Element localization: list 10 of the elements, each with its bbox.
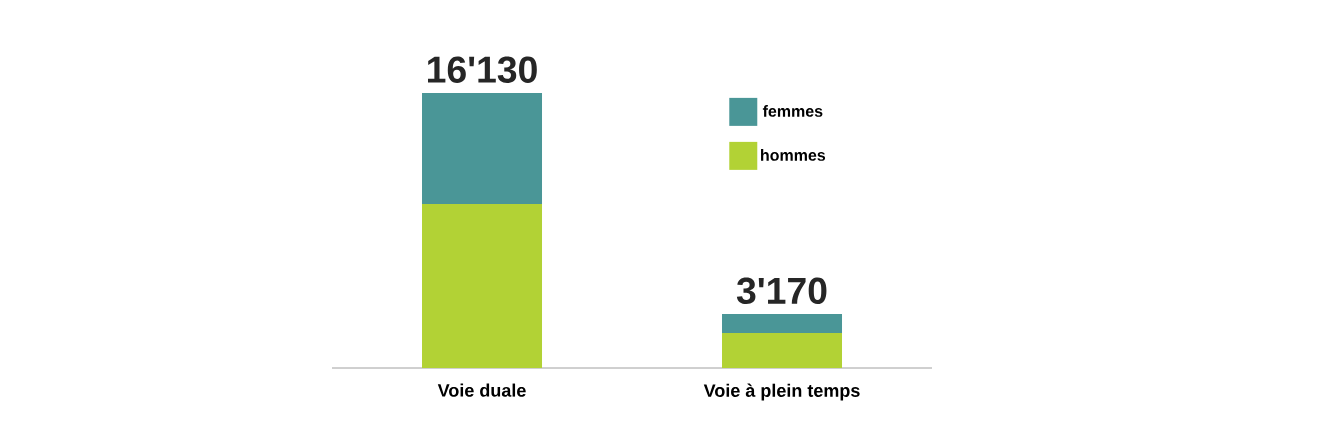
legend-label: hommes — [761, 149, 826, 161]
bar — [722, 314, 843, 334]
x-tick-label: Voie duale — [437, 383, 526, 397]
x-tick-label: Voie à plein temps — [703, 383, 860, 401]
legend-label: femmes — [762, 105, 823, 117]
bar — [722, 333, 843, 368]
bar — [422, 93, 543, 205]
annotation: 16'130 — [428, 56, 537, 83]
bar — [422, 204, 543, 368]
annotation: 3'170 — [736, 277, 827, 305]
